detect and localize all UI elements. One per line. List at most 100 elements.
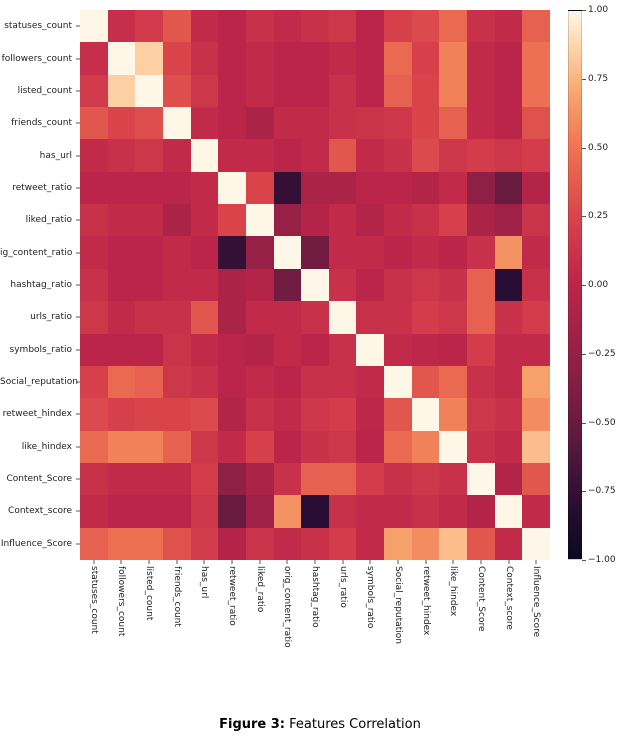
xtick-label: Content_Score [476,566,486,632]
heatmap-cell [439,236,467,268]
heatmap-cell [412,172,440,204]
heatmap-cell [218,334,246,366]
heatmap-cell [274,10,302,42]
ytick-mark [76,26,80,27]
heatmap-cell [274,431,302,463]
heatmap-cell [439,139,467,171]
heatmap-cell [246,139,274,171]
xtick-label: Context_score [504,566,514,630]
heatmap-cell [329,10,357,42]
heatmap-cell [108,139,136,171]
heatmap-cell [274,75,302,107]
colorbar-tick-label: 0.75 [588,74,608,84]
heatmap-cell [218,10,246,42]
caption-text: Features Correlation [285,717,421,732]
ytick-mark [76,317,80,318]
ytick-mark [76,511,80,512]
heatmap-cell [135,204,163,236]
heatmap-cell [218,431,246,463]
heatmap-cell [246,495,274,527]
heatmap-cell [218,172,246,204]
heatmap-cell [108,107,136,139]
xtick-mark [480,560,481,564]
heatmap-cell [522,139,550,171]
heatmap-cell [108,10,136,42]
heatmap-cell [329,431,357,463]
heatmap-cell [301,334,329,366]
heatmap-cell [301,236,329,268]
xtick-mark [121,560,122,564]
heatmap-cell [356,236,384,268]
heatmap-cell [108,301,136,333]
heatmap-cell [356,204,384,236]
heatmap-cell [274,528,302,560]
ytick-label: Context_score [0,506,72,516]
heatmap-cell [467,172,495,204]
heatmap-cell [439,366,467,398]
heatmap-cell [246,107,274,139]
heatmap-cell [439,10,467,42]
colorbar [568,10,582,560]
heatmap-cell [467,301,495,333]
heatmap-cell [163,10,191,42]
heatmap-cell [80,269,108,301]
heatmap-cell [356,528,384,560]
xtick-label: Influence_Score [531,566,541,637]
heatmap-cell [522,42,550,74]
heatmap-cell [218,366,246,398]
heatmap-cell [384,334,412,366]
heatmap-cell [467,236,495,268]
heatmap-cell [163,431,191,463]
heatmap-cell [329,107,357,139]
heatmap-cell [80,334,108,366]
heatmap-cell [108,334,136,366]
heatmap-cell [522,107,550,139]
heatmap-cell [329,139,357,171]
ytick-mark [76,349,80,350]
heatmap-cell [439,495,467,527]
heatmap-cell [356,495,384,527]
heatmap-cell [522,301,550,333]
heatmap-cell [246,172,274,204]
figure: statuses_countfollowers_countlisted_coun… [0,0,640,743]
heatmap-cell [80,528,108,560]
heatmap-cell [135,431,163,463]
heatmap-cell [218,139,246,171]
heatmap-cell [191,528,219,560]
heatmap-cell [412,139,440,171]
ytick-label: Content_Score [0,474,72,484]
heatmap-cell [412,75,440,107]
ytick-label: hashtag_ratio [0,280,72,290]
heatmap-cell [301,398,329,430]
heatmap-cell [356,172,384,204]
heatmap-cell [191,42,219,74]
heatmap-cell [356,366,384,398]
heatmap-cell [163,204,191,236]
heatmap-cell [274,139,302,171]
heatmap-cell [495,431,523,463]
ytick-mark [76,220,80,221]
heatmap-cell [384,42,412,74]
heatmap-cell [135,42,163,74]
heatmap-cell [329,42,357,74]
heatmap-cell [218,107,246,139]
heatmap-cell [467,334,495,366]
heatmap-cell [274,107,302,139]
heatmap-cell [329,75,357,107]
heatmap-cell [80,204,108,236]
heatmap-cell [495,398,523,430]
heatmap-cell [495,172,523,204]
colorbar-tick-mark [582,423,586,424]
heatmap-cell [495,107,523,139]
xtick-label: statuses_count [89,566,99,634]
ytick-label: ig_content_ratio [0,248,72,258]
heatmap-cell [356,75,384,107]
heatmap-cell [495,528,523,560]
heatmap-cell [108,269,136,301]
xtick-label: hashtag_ratio [310,566,320,628]
heatmap-cell [218,75,246,107]
ytick-mark [76,123,80,124]
colorbar-tick-mark [582,354,586,355]
heatmap-cell [163,75,191,107]
heatmap-cell [163,172,191,204]
